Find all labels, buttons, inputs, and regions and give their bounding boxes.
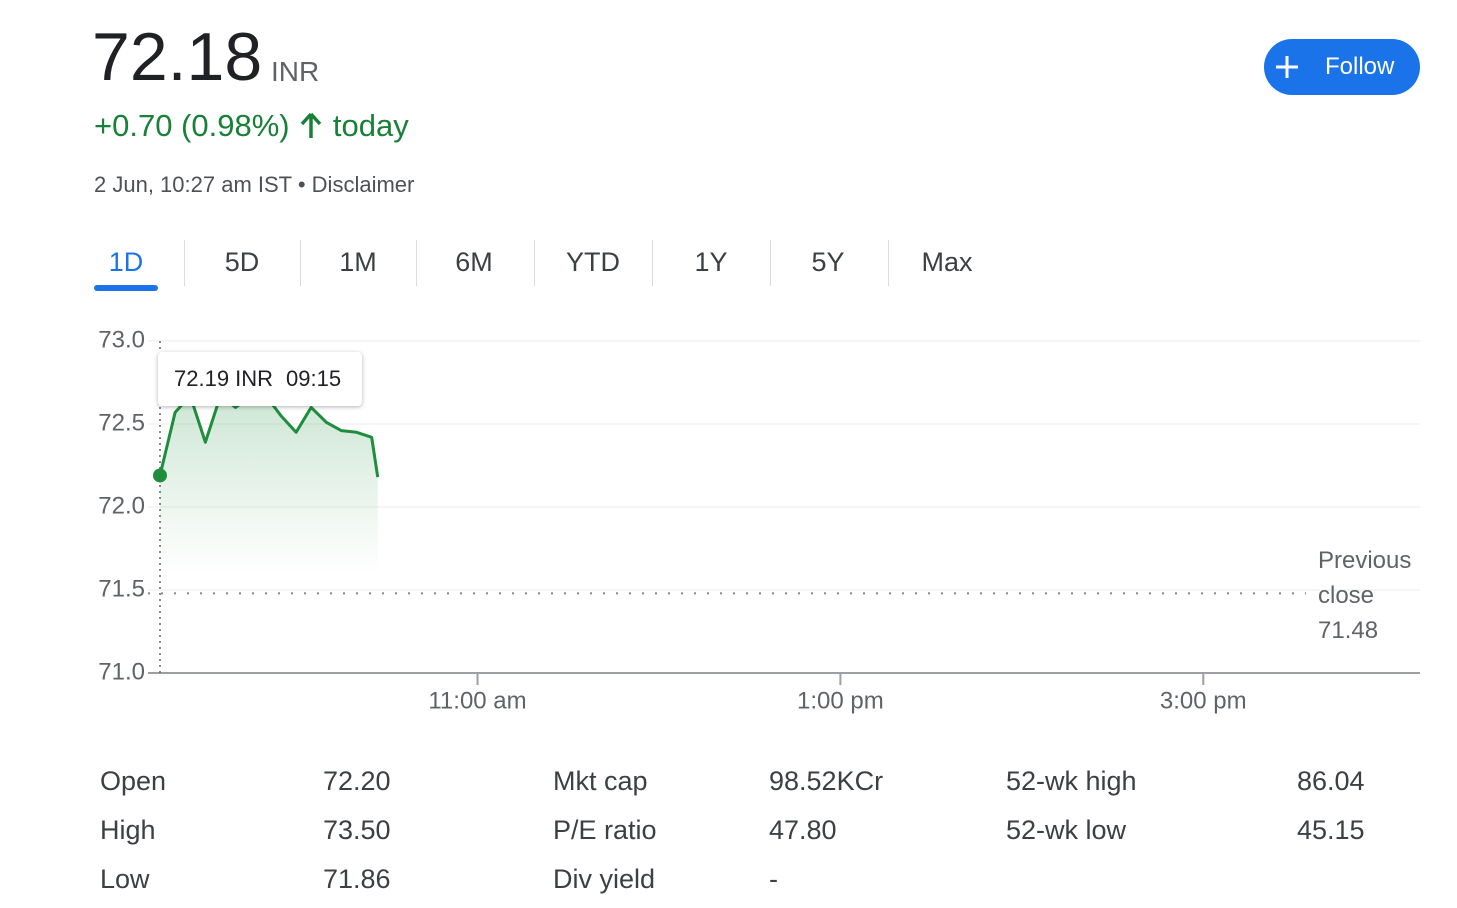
change: +0.70 (0.98%) today (94, 108, 409, 144)
y-tick-label: 73.0 (98, 326, 145, 353)
tab-separator (887, 240, 889, 286)
stat-value: 73.50 (323, 815, 391, 845)
stat-value: 47.80 (769, 815, 837, 845)
follow-button[interactable]: Follow (1264, 39, 1420, 95)
tab-separator (533, 240, 535, 286)
price: 72.18 (92, 19, 263, 95)
stat-label: High (100, 815, 156, 845)
tab-separator (300, 240, 301, 286)
range-tab[interactable]: 6M (455, 247, 493, 277)
range-tab[interactable]: Max (921, 247, 973, 277)
stat-label: Div yield (553, 864, 656, 894)
range-tab[interactable]: YTD (566, 247, 620, 277)
stat-value: 98.52KCr (769, 766, 884, 796)
range-tab[interactable]: 1Y (694, 247, 728, 277)
timestamp-line: 2 Jun, 10:27 am IST • Disclaimer (94, 172, 414, 198)
stat-label: 52-wk low (1006, 815, 1127, 845)
range-tab[interactable]: 5D (224, 247, 260, 277)
up-arrow (300, 112, 322, 138)
stat-label: Mkt cap (553, 766, 648, 796)
tab-separator (184, 240, 185, 286)
range-tab[interactable]: 1M (339, 247, 377, 277)
tooltip-price: 72.19 INR (174, 366, 274, 391)
previous-close-label: Previous close (1318, 547, 1412, 609)
change-period: today (332, 108, 409, 143)
y-tick-label: 71.0 (98, 658, 145, 685)
tab-separator (769, 240, 771, 286)
y-tick-label: 72.0 (98, 492, 145, 519)
x-tick-label: 11:00 am (428, 687, 526, 714)
stat-value: 86.04 (1297, 766, 1365, 796)
x-tick-label: 3:00 pm (1160, 687, 1247, 714)
hover-point (153, 468, 167, 483)
disclaimer[interactable]: Disclaimer (311, 172, 415, 197)
stat-label: P/E ratio (553, 815, 657, 845)
tab-separator (416, 240, 417, 286)
stat-label: Open (100, 766, 167, 796)
x-tick-label: 1:00 pm (797, 687, 884, 714)
follow-label: Follow (1325, 53, 1395, 80)
stat-value: - (769, 864, 778, 894)
price-area (160, 395, 378, 573)
stat-label: Low (100, 864, 150, 894)
tooltip: 72.19 INR 09:15 (158, 352, 362, 406)
change-value: +0.70 (0.98%) (94, 108, 290, 143)
stat-value: 71.86 (323, 864, 391, 894)
y-tick-label: 72.5 (98, 409, 145, 436)
previous-close-value: 71.48 (1318, 617, 1379, 644)
stat-value: 72.20 (323, 766, 391, 796)
timestamp: 2 Jun, 10:27 am IST (94, 172, 292, 197)
plus-icon (1276, 56, 1298, 78)
stat-label: 52-wk high (1006, 766, 1137, 796)
tab-separator (652, 240, 653, 286)
range-tab[interactable]: 1D (108, 247, 144, 277)
y-tick-label: 71.5 (98, 575, 145, 602)
separator: • (297, 172, 306, 197)
active-tab-underline (94, 285, 158, 291)
currency: INR (271, 56, 320, 87)
tooltip-time: 09:15 (286, 366, 342, 391)
range-tab[interactable]: 5Y (811, 247, 845, 277)
stat-value: 45.15 (1297, 815, 1365, 845)
